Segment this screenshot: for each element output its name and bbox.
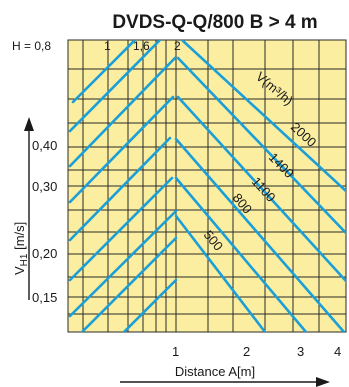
x-tick: 1 xyxy=(172,344,179,359)
x-axis-label: Distance A[m] xyxy=(175,364,255,379)
series-line-800 xyxy=(174,137,346,332)
chart-title: DVDS-Q-Q/800 B > 4 m xyxy=(112,12,317,33)
x-axis-arrow-head xyxy=(316,377,330,387)
h-tick: 1 xyxy=(104,39,111,53)
y-tick: 0,40 xyxy=(32,138,57,153)
h-tick: 1,6 xyxy=(133,39,150,53)
rising-curve xyxy=(80,236,178,332)
y-tick: 0,30 xyxy=(32,179,57,194)
rising-curve xyxy=(68,40,162,133)
y-axis-arrow-head xyxy=(24,117,34,131)
x-tick: 4 xyxy=(334,344,341,359)
rising-curve xyxy=(68,176,174,282)
series-line-2000 xyxy=(180,40,346,193)
y-tick: 0,15 xyxy=(32,290,57,305)
curves xyxy=(68,40,346,332)
rising-curve xyxy=(68,136,172,242)
x-tick: 3 xyxy=(297,344,304,359)
x-tick: 2 xyxy=(243,344,250,359)
series-line-1400 xyxy=(176,56,346,235)
h-label: H = 0,8 xyxy=(12,39,51,53)
y-axis-label: VH1 [m/s] xyxy=(12,222,30,275)
series-line-extra xyxy=(174,214,267,332)
rising-curve xyxy=(71,40,137,104)
rising-curve xyxy=(122,278,178,332)
series-line-1100 xyxy=(176,95,346,283)
y-tick: 0,20 xyxy=(32,246,57,261)
rising-curve xyxy=(68,95,175,204)
rising-curve xyxy=(68,209,178,318)
series-line-500 xyxy=(174,176,308,332)
rising-curve xyxy=(68,56,177,168)
h-tick: 2 xyxy=(174,39,181,53)
